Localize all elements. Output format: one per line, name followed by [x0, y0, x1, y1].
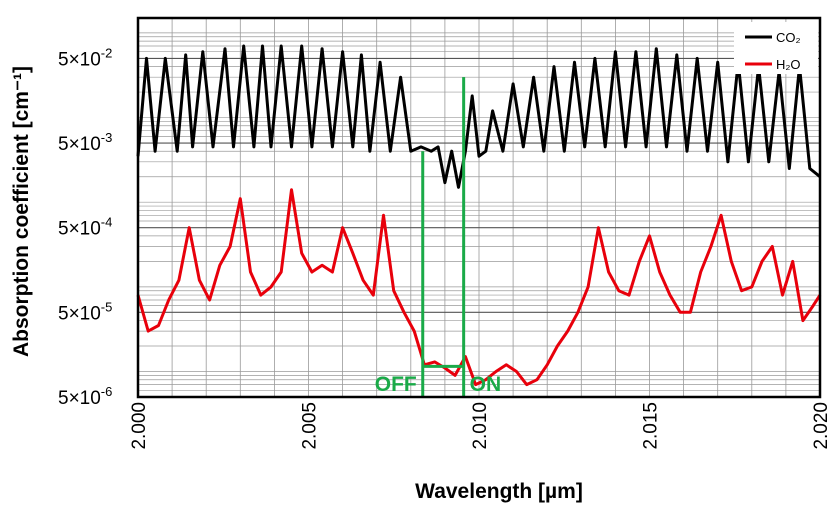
series-line-co2	[136, 44, 821, 189]
x-tick-label: 2.020	[811, 402, 831, 450]
y-tick-labels: 5×10-6 5×10-5 5×10-4 5×10-3 5×10-2	[58, 45, 112, 409]
x-tick-label: 2.010	[470, 402, 491, 450]
y-tick-label: 5×10-4	[58, 215, 112, 240]
legend: CO₂ H₂O	[734, 22, 818, 74]
y-tick-label: 5×10-2	[58, 45, 112, 70]
legend-label: CO₂	[776, 30, 801, 45]
annotations: OFF ON	[375, 373, 501, 396]
x-tick-labels: 2.000 2.005 2.010 2.015 2.020	[129, 402, 831, 450]
y-tick-label: 5×10-3	[58, 130, 112, 155]
on-label: ON	[470, 373, 502, 396]
legend-label: H₂O	[776, 57, 801, 72]
x-tick-label: 2.000	[129, 402, 150, 450]
x-tick-label: 2.015	[641, 402, 662, 450]
y-axis-title: Absorption coefficient [cm⁻¹]	[10, 66, 33, 357]
series-line-h2o	[136, 188, 822, 387]
series-layer	[136, 44, 822, 387]
y-tick-label: 5×10-5	[58, 299, 112, 324]
y-tick-label: 5×10-6	[58, 384, 112, 409]
x-tick-label: 2.005	[300, 402, 321, 450]
x-axis-title: Wavelength [µm]	[415, 480, 583, 503]
plot-frame	[136, 16, 822, 399]
on-off-marker	[421, 77, 466, 397]
off-label: OFF	[375, 373, 417, 396]
